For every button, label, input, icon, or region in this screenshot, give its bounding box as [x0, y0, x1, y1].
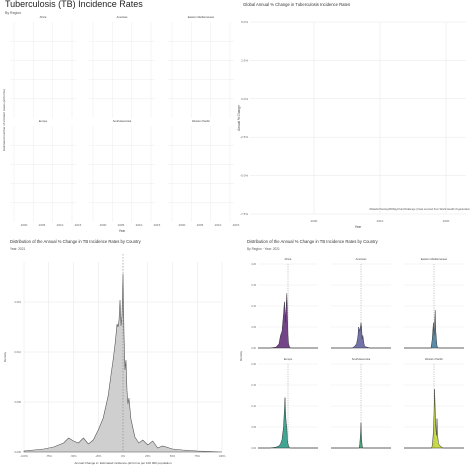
y-tick-label: 0.15: [251, 284, 256, 287]
x-tick-label: 75%: [195, 454, 201, 458]
y-axis-label: Density: [3, 352, 7, 363]
y-tick-label: 0.05: [251, 326, 256, 329]
panel-title-south-east-asia: South-East Asia: [352, 357, 371, 361]
x-axis-label: Year: [355, 225, 362, 229]
y-axis-label: Annual % Change: [237, 105, 241, 131]
x-tick-label: 50%: [170, 454, 176, 458]
x-tick-label: 2010: [136, 223, 143, 227]
panel-title-western-pacific: Western Pacific: [192, 119, 211, 123]
y-tick-label: 0.015: [15, 300, 22, 304]
x-tick-label: 2005: [39, 223, 46, 227]
y-tick-label: 0.10: [251, 405, 256, 408]
x-tick-label: 2010: [215, 223, 222, 227]
panel-title-africa: Africa: [285, 257, 292, 261]
y-tick-label: 0.15: [251, 384, 256, 387]
density-area-eastern-mediterranean: [404, 310, 464, 349]
y-tick-label: 0.20: [251, 263, 256, 266]
panel-title-africa: Africa: [40, 15, 47, 19]
x-tick-label: 2015: [75, 223, 82, 227]
y-tick-label: 0.0%: [241, 97, 248, 101]
global-density-chart: 0.000 0.005 0.010 0.015 -100% -75% -50% -25% 0% 2…: [3, 254, 226, 465]
caption: #DataVizSociety#30DayChartChallenge | Da…: [370, 207, 471, 211]
x-tick-label: 100%: [219, 454, 226, 458]
y-axis-label: Density: [239, 351, 243, 362]
y-tick-label: 0.000: [15, 450, 22, 454]
x-tick-label: 2010: [377, 219, 384, 223]
x-tick-label: -50%: [70, 454, 77, 458]
x-tick-label: 2015: [233, 223, 240, 227]
x-axis-label: Annual Change in: Estimated incidence (a…: [74, 461, 171, 465]
y-tick-label: -2.5%: [240, 135, 248, 139]
panel-title-eastern-mediterranean: Eastern Mediterranean: [188, 15, 215, 19]
bl-title: Distribution of the Annual % Change in T…: [10, 239, 142, 244]
x-tick-label: -75%: [46, 454, 53, 458]
panel-title-americas: Americas: [117, 15, 129, 19]
panel-title-europe: Europe: [39, 119, 48, 123]
panel-title-eastern-mediterranean: Eastern Mediterranean: [421, 257, 448, 261]
tr-title: Global Annual % Change in Tuberculosis I…: [243, 2, 350, 7]
y-tick-label: 2.5%: [241, 58, 248, 62]
main-subtitle: By Region: [5, 11, 21, 15]
x-tick-label: 2015: [154, 223, 161, 227]
y-tick-label: 0.05: [251, 426, 256, 429]
y-tick-label: 0.00: [251, 447, 256, 450]
density-area-africa: [258, 293, 318, 349]
regional-incidence-panels: Africa Americas Eastern Mediterranean Europ…: [2, 15, 240, 233]
panel-title-americas: Americas: [356, 257, 368, 261]
y-tick-label: 0.010: [15, 350, 22, 354]
x-tick-label: 2005: [197, 223, 204, 227]
y-tick-label: 0.20: [251, 363, 256, 366]
y-tick-label: -5.0%: [240, 174, 248, 178]
x-tick-label: 2000: [179, 223, 186, 227]
y-tick-label: 5.0%: [241, 20, 248, 24]
bl-subtitle: Year: 2021: [10, 247, 26, 251]
x-tick-label: 2010: [57, 223, 64, 227]
x-tick-label: -100%: [20, 454, 28, 458]
x-tick-label: 0%: [121, 454, 125, 458]
main-title: Tuberculosis (TB) Incidence Rates: [5, 0, 143, 9]
panel-title-south-east-asia: South-East Asia: [113, 119, 132, 123]
br-title: Distribution of the Annual % Change in T…: [247, 239, 379, 244]
y-axis-label: Estimated number of incident cases (all …: [2, 89, 6, 151]
regional-density-panels: Africa 0.00 0.05 0.10 0.15 0.20 Americas Easter…: [239, 257, 464, 450]
x-tick-label: 2020: [443, 219, 450, 223]
x-tick-label: 2000: [311, 219, 318, 223]
br-subtitle: By Region · Year: 2021: [247, 247, 280, 251]
x-tick-label: 25%: [145, 454, 151, 458]
x-tick-label: 2000: [21, 223, 28, 227]
x-tick-label: -25%: [95, 454, 102, 458]
panel-title-europe: Europe: [284, 357, 293, 361]
y-tick-label: 0.005: [15, 400, 22, 404]
y-tick-label: 0.10: [251, 305, 256, 308]
x-tick-label: 2005: [118, 223, 125, 227]
global-change-chart: 5.0% 2.5% 0.0% -2.5% -5.0% -7.5% 2000 2010 2020 Y…: [237, 20, 466, 229]
y-tick-label: -7.5%: [240, 212, 248, 216]
y-tick-label: 0.00: [251, 347, 256, 350]
x-tick-label: 2000: [100, 223, 107, 227]
panel-title-western-pacific: Western Pacific: [425, 357, 444, 361]
x-axis-label: Year: [119, 229, 126, 233]
